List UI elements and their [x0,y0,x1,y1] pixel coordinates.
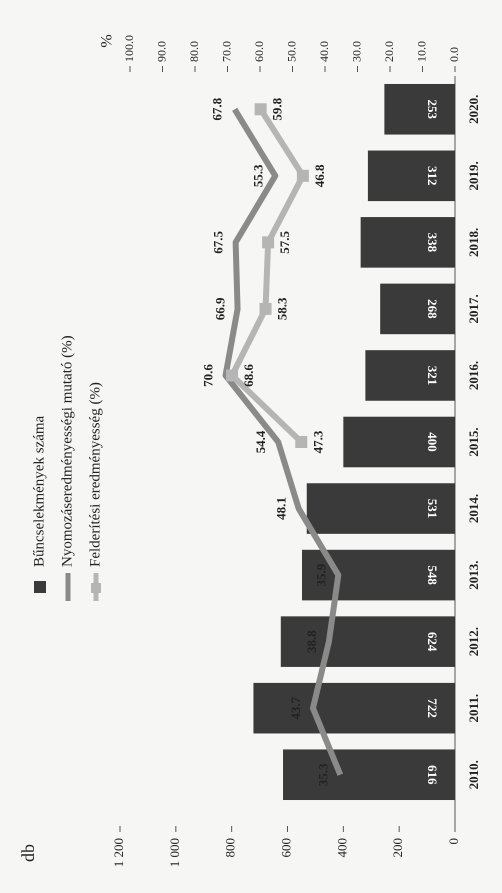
y2-tick-label: 100.0 [122,35,136,62]
bar [365,350,456,401]
bar-value-label: 400 [425,432,440,452]
bar [384,83,455,135]
data-label: 54.4 [253,430,268,453]
legend-label: Felderítési eredményesség (%) [87,382,103,567]
y-tick-label: 200 [390,838,405,858]
y-tick-label: 1 200 [111,838,126,867]
data-label: 66.9 [213,297,228,320]
rotated-chart: db % 0 200 400 600 800 1 000 1 200 0.0 10.0 20.0 3… [18,34,481,867]
marker [262,236,275,249]
data-label: 58.3 [275,297,290,320]
marker [254,103,267,116]
x-tick-label: 2013. [466,560,481,589]
y2-tick-label: 20.0 [382,41,396,62]
line [222,107,344,776]
legend-swatch [34,581,46,593]
data-label: 67.5 [211,230,226,253]
y-axis-title: db [18,844,38,862]
bar [283,749,455,801]
y-tick-label: 400 [334,838,349,858]
y-tick-label: 800 [223,838,238,858]
marker [259,302,272,315]
y2-tick-label: 80.0 [187,41,201,62]
bar-value-label: 253 [425,100,440,120]
x-tick-label: 2020. [466,95,481,124]
marker [295,436,308,448]
y2-tick-label: 50.0 [284,41,298,62]
data-label: 46.8 [312,164,327,187]
y2-tick-label: 30.0 [349,41,363,62]
x-tick-label: 2016. [466,361,481,390]
bar [306,483,456,534]
data-label: 55.3 [250,164,265,187]
x-tick-label: 2017. [466,294,481,323]
bar-value-label: 312 [425,166,440,186]
x-tick-label: 2012. [466,627,481,656]
bar-value-label: 548 [425,565,440,585]
data-label: 67.8 [210,97,225,120]
x-tick-label: 2010. [466,760,481,789]
bar-value-label: 321 [425,366,440,386]
data-label: 48.1 [274,497,289,520]
y2-tick-label: 60.0 [252,41,266,62]
data-label: 68.6 [241,364,256,387]
legend-label: Nyomozáseredményességi mutató (%) [59,335,75,567]
data-label: 38.8 [304,630,319,653]
x-tick-label: 2014. [466,494,481,523]
data-label: 70.6 [201,364,216,387]
x-tick-label: 2019. [466,161,481,190]
bar [343,416,456,468]
bar [253,682,455,734]
y2-tick-label: 90.0 [154,41,168,62]
line [229,107,306,445]
data-label: 35.9 [313,563,328,586]
x-tick-label: 2018. [466,228,481,257]
bar [302,549,455,601]
y2-tick-label: 0.0 [447,47,461,62]
bar [367,150,455,202]
marker [226,369,239,382]
y-tick-label: 600 [278,838,293,858]
bar-value-label: 338 [425,233,440,253]
x-tick-label: 2015. [466,427,481,456]
y-tick-label: 0 [446,838,461,845]
bar-value-label: 531 [425,499,440,518]
legend-label: Bűncselekmények száma [31,415,47,567]
x-tick-label: 2011. [466,694,481,723]
legend-marker [91,583,101,593]
data-label: 35.3 [315,763,330,786]
data-label: 43.7 [288,696,303,719]
data-label: 57.5 [277,230,292,253]
bar-value-label: 722 [425,698,440,718]
data-label: 47.3 [310,430,325,453]
y2-tick-label: 40.0 [317,41,331,62]
bar-value-label: 268 [425,299,440,319]
y-tick-label: 1 000 [167,838,182,867]
bar-value-label: 616 [425,765,440,785]
bar [360,217,455,268]
y2-tick-label: 70.0 [219,41,233,62]
y2-tick-label: 10.0 [414,41,428,62]
data-label: 59.8 [270,97,285,120]
marker [296,169,309,182]
bar [380,283,455,335]
bar-value-label: 624 [425,632,440,652]
y2-axis-title: % [99,34,116,47]
